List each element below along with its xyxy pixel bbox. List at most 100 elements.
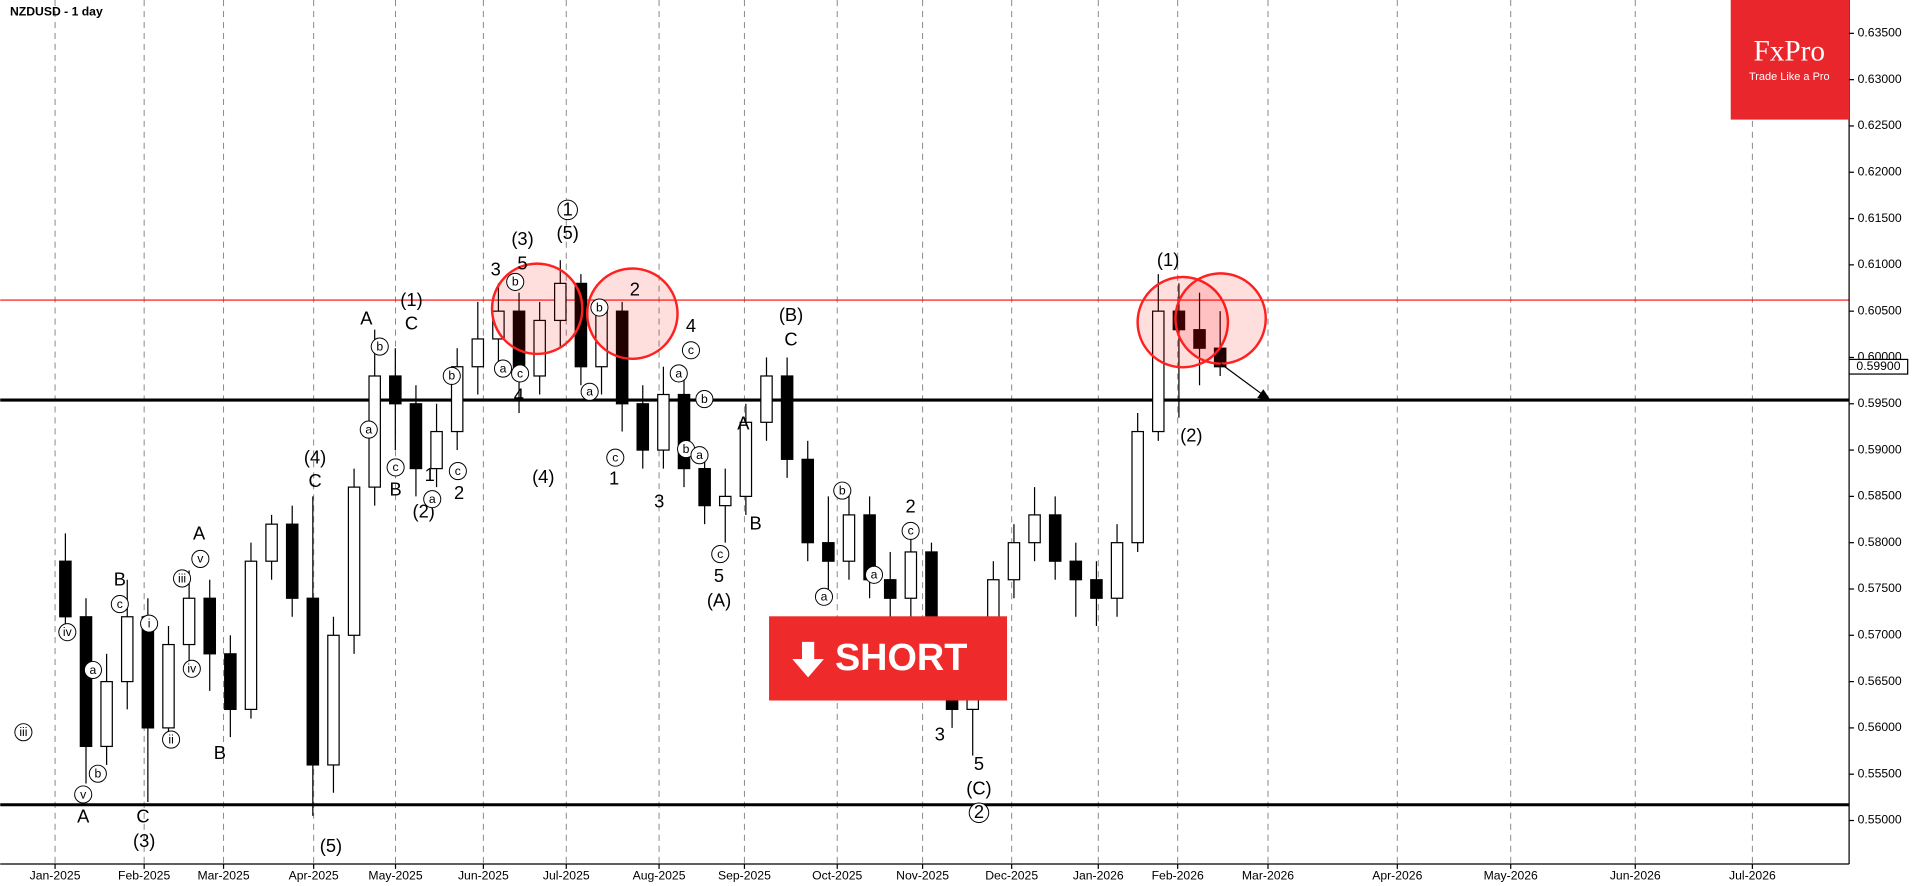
circled-wave-label: v xyxy=(197,552,204,566)
wave-label: B xyxy=(214,742,226,763)
label-circle xyxy=(442,366,461,385)
logo-slogan: Trade Like a Pro xyxy=(1749,71,1830,83)
x-tick-label: Nov-2025 xyxy=(896,868,949,882)
wave-label: 3 xyxy=(491,259,501,280)
candle-body xyxy=(224,653,237,710)
circled-wave-label: ii xyxy=(168,732,173,746)
wave-label: A xyxy=(77,805,90,826)
label-circle xyxy=(359,420,378,439)
x-tick-label: Jul-2026 xyxy=(1729,868,1776,882)
wave-label: B xyxy=(390,478,402,499)
circled-wave-label: a xyxy=(90,663,97,677)
wave-label: C xyxy=(136,805,149,826)
arrow-line xyxy=(1220,363,1263,395)
label-circle xyxy=(901,521,920,540)
circled-wave-label: a xyxy=(871,568,878,582)
label-circle xyxy=(506,272,525,291)
candle-body xyxy=(842,514,856,562)
x-tick-label: Jun-2025 xyxy=(458,868,509,882)
candle-body xyxy=(657,393,670,451)
y-tick-label: 0.60500 xyxy=(1858,303,1902,317)
wave-label: 5 xyxy=(714,565,724,586)
highlight-circle xyxy=(1136,275,1230,369)
label-circle xyxy=(557,199,578,221)
short-label[interactable]: SHORT xyxy=(835,637,967,679)
logo: FxPro Trade Like a Pro xyxy=(1730,0,1850,120)
candle-body xyxy=(471,338,485,368)
circled-wave-label: a xyxy=(365,422,372,436)
candle-body xyxy=(492,310,505,340)
candle-body xyxy=(409,403,423,470)
candle-body xyxy=(327,634,340,766)
candle-body xyxy=(285,523,299,599)
x-tick-label: Oct-2025 xyxy=(812,868,862,882)
circled-wave-label: v xyxy=(80,787,87,801)
x-tick-label: May-2026 xyxy=(1484,868,1538,882)
circled-wave-label: iv xyxy=(187,662,197,676)
wave-label: 1 xyxy=(425,464,435,485)
label-circle xyxy=(493,359,513,378)
y-tick-label: 0.63000 xyxy=(1858,72,1902,86)
circled-wave-label: i xyxy=(148,616,151,630)
wave-label: (3) xyxy=(511,228,533,249)
wave-label: 4 xyxy=(686,315,696,336)
circled-wave-label: c xyxy=(117,597,123,611)
candle-body xyxy=(718,495,732,507)
wave-label: A xyxy=(193,522,206,543)
label-circle xyxy=(191,549,210,568)
label-circle xyxy=(864,565,884,584)
candle-body xyxy=(1048,514,1062,562)
candle-body xyxy=(59,560,72,618)
highlight-circle xyxy=(1174,272,1267,365)
highlight-circle xyxy=(490,262,584,356)
circled-wave-label: c xyxy=(908,524,914,538)
label-circle xyxy=(580,382,599,401)
label-circle xyxy=(182,659,201,678)
x-tick-label: Mar-2026 xyxy=(1242,868,1294,882)
y-tick-label: 0.59000 xyxy=(1858,442,1902,456)
candle-body xyxy=(636,403,650,451)
x-tick-label: Feb-2026 xyxy=(1152,868,1204,882)
levels xyxy=(0,299,1850,807)
wave-label: A xyxy=(737,413,750,434)
wave-label: A xyxy=(360,308,373,329)
candle-body xyxy=(780,375,794,460)
arrow-head xyxy=(1257,389,1271,401)
candle-body xyxy=(883,579,897,599)
y-tick-label: 0.63500 xyxy=(1858,26,1902,40)
circled-wave-label: c xyxy=(717,547,723,561)
wave-label: (A) xyxy=(707,589,731,610)
circled-wave-label: b xyxy=(448,369,455,383)
candle-body xyxy=(79,616,93,748)
logo-box xyxy=(1730,0,1850,120)
candle-body xyxy=(1193,329,1206,349)
wave-label: (5) xyxy=(320,835,342,856)
x-tick-label: Mar-2025 xyxy=(197,868,249,882)
candle-body xyxy=(554,282,567,322)
x-tick-label: Jan-2026 xyxy=(1073,868,1124,882)
candle-body xyxy=(430,430,443,470)
y-tick-label: 0.62000 xyxy=(1858,164,1902,178)
y-tick-label: 0.58000 xyxy=(1858,535,1902,549)
circled-wave-label: a xyxy=(821,590,828,604)
circled-wave-label: b xyxy=(701,392,708,406)
label-circle xyxy=(448,462,467,481)
short-button[interactable]: SHORT xyxy=(769,616,1008,701)
wave-label: 5 xyxy=(974,753,984,774)
label-circle xyxy=(83,660,102,680)
circled-wave-label: b xyxy=(596,300,603,314)
label-circle xyxy=(690,446,709,465)
grid xyxy=(54,0,1753,865)
wave-label: (B) xyxy=(779,304,803,325)
circled-wave-label: 1 xyxy=(563,198,573,219)
label-circle xyxy=(74,785,93,804)
label-circle xyxy=(681,341,700,360)
label-circle xyxy=(386,458,405,477)
circled-wave-label: c xyxy=(455,464,461,478)
candle-body xyxy=(306,597,320,766)
y-tick-label: 0.59500 xyxy=(1858,396,1902,410)
candle-body xyxy=(760,375,773,423)
wave-label: (1) xyxy=(400,289,422,310)
wave-label: (C) xyxy=(966,777,991,798)
